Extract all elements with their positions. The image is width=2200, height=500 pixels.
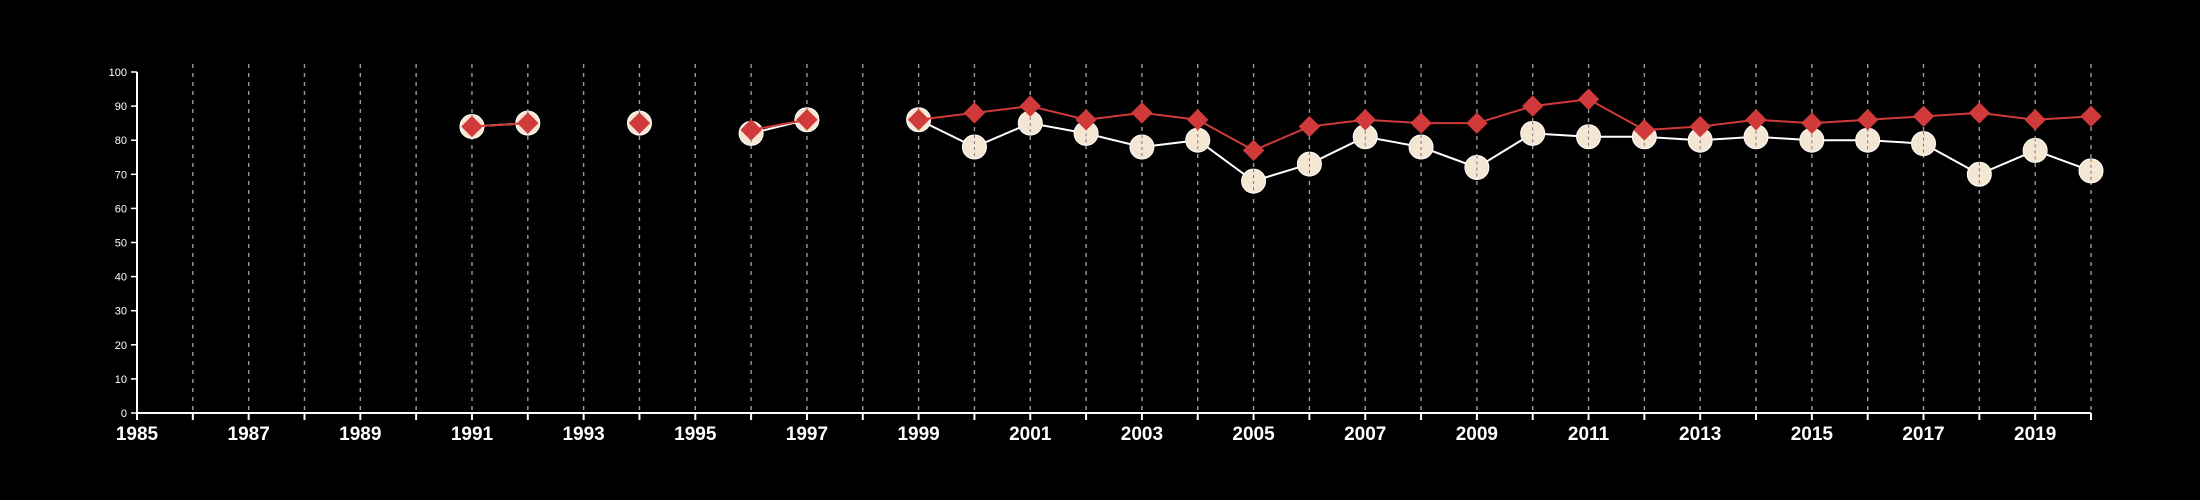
y-tick-label: 30 <box>115 306 127 318</box>
data-point <box>796 109 818 131</box>
data-point <box>1354 109 1376 131</box>
y-tick-label: 20 <box>115 340 127 352</box>
data-point <box>1242 139 1265 162</box>
data-point <box>1075 109 1097 131</box>
data-point <box>1019 95 1041 117</box>
data-point <box>517 112 539 134</box>
y-tick-label: 0 <box>121 408 127 420</box>
data-point <box>1131 102 1153 124</box>
data-point <box>1856 109 1879 131</box>
x-tick-label: 1993 <box>562 424 604 445</box>
x-tick-label: 1997 <box>786 424 828 445</box>
data-point <box>461 115 483 138</box>
data-point <box>1801 112 1823 134</box>
series-line <box>918 118 2092 183</box>
x-tick-label: 1985 <box>116 424 159 445</box>
x-tick-label: 2009 <box>1456 424 1498 445</box>
y-tick-label: 60 <box>115 203 127 215</box>
series-group <box>459 88 2104 194</box>
x-tick-label: 2001 <box>1009 424 1052 445</box>
data-point <box>1522 95 1544 117</box>
y-tick-label: 90 <box>115 101 127 113</box>
y-tick-label: 100 <box>109 67 127 79</box>
series-2 <box>461 88 2102 162</box>
x-tick-label: 2005 <box>1232 424 1275 445</box>
data-point <box>1912 105 1935 128</box>
data-point <box>1298 115 1321 138</box>
data-point <box>1689 115 1711 138</box>
vertical-gridlines <box>192 64 2092 413</box>
x-tick-label: 2019 <box>2014 424 2056 445</box>
x-tick-label: 2007 <box>1344 424 1386 445</box>
data-point <box>628 112 651 134</box>
x-tick-label: 1999 <box>897 424 939 445</box>
x-tick-label: 2011 <box>1568 424 1610 445</box>
x-tick-label: 1989 <box>339 424 381 445</box>
y-tick-label: 40 <box>115 272 127 284</box>
data-point <box>907 109 930 131</box>
data-point <box>1968 102 1991 124</box>
data-point <box>2080 105 2102 128</box>
data-point <box>740 119 762 141</box>
data-point <box>1745 109 1767 131</box>
data-point <box>1576 124 1602 150</box>
data-point <box>1633 119 1656 141</box>
y-tick-label: 80 <box>115 135 127 147</box>
data-point <box>1466 112 1488 134</box>
y-tick-label: 50 <box>115 238 127 250</box>
axes: 1985 1987 1989 1991 1993 1995 1997 1999 2001 2003… <box>109 67 2092 445</box>
series-1 <box>459 107 2104 194</box>
data-point <box>963 102 986 124</box>
x-tick-label: 2017 <box>1902 424 1944 445</box>
x-tick-label: 1995 <box>674 424 717 445</box>
x-tick-label: 2003 <box>1121 424 1163 445</box>
x-tick-label: 2013 <box>1679 424 1721 445</box>
y-tick-label: 70 <box>115 169 127 181</box>
data-point <box>1187 109 1209 131</box>
x-tick-label: 1987 <box>228 424 270 445</box>
x-tick-label: 2015 <box>1791 424 1834 445</box>
x-tick-label: 1991 <box>451 424 494 445</box>
data-point <box>2024 109 2046 131</box>
data-point <box>1410 112 1432 134</box>
series-line <box>918 98 2092 152</box>
y-tick-label: 10 <box>115 374 127 386</box>
series-line <box>750 118 808 131</box>
data-point <box>1577 88 1600 110</box>
